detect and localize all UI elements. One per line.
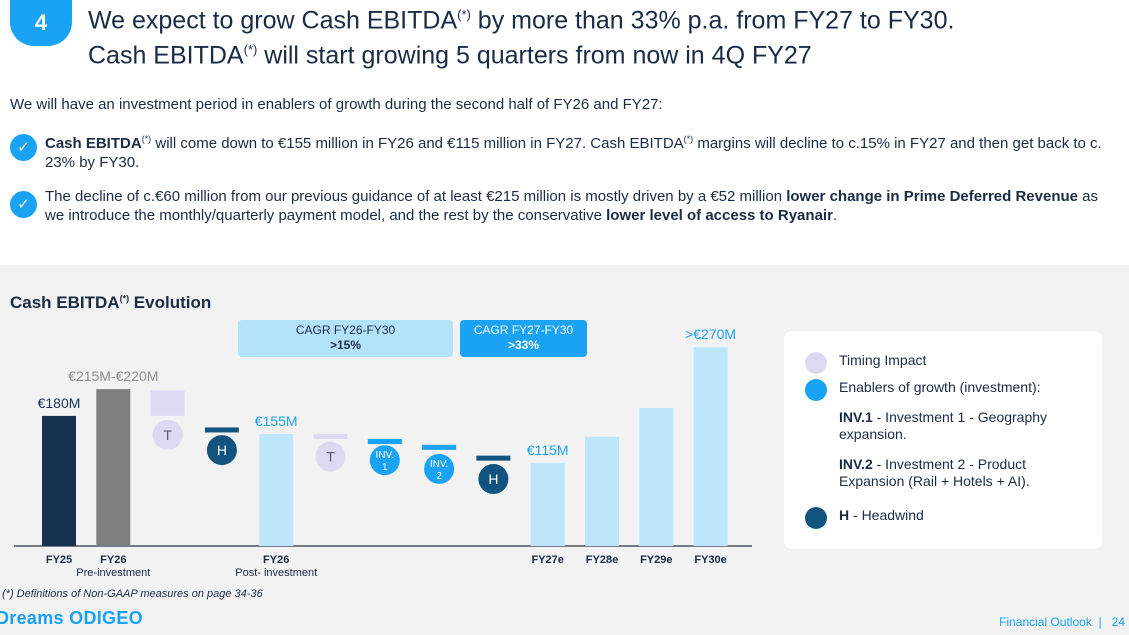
value-label-1: €215M-€220M: [68, 368, 158, 384]
footer-section: Financial Outlook | 24: [999, 615, 1125, 629]
badge-circle-5: [315, 441, 346, 472]
badge-text-7-1: 2: [436, 471, 442, 482]
bullet-2: ✓ The decline of c.€60 million from our …: [10, 187, 1115, 225]
badge-text-7-0: INV.: [430, 459, 449, 470]
cagr-fy27-fy30-box: CAGR FY27-FY30 >33%: [460, 320, 587, 357]
badge-circle-7: [424, 453, 455, 484]
bullet-1: ✓ Cash EBITDA(*) will come down to €155 …: [10, 130, 1115, 172]
badge-text-2-0: T: [163, 427, 172, 443]
bullet-1-text: Cash EBITDA(*) will come down to €155 mi…: [45, 134, 1102, 171]
badge-circle-2: [152, 419, 183, 450]
x-label-12: FY30e: [694, 554, 726, 566]
badge-text-5-0: T: [326, 449, 335, 465]
x-label-10: FY28e: [586, 554, 618, 566]
cagr-fy26-fy30-box: CAGR FY26-FY30 >15%: [238, 320, 453, 357]
section-number-badge: 4: [10, 0, 72, 46]
waterfall-chart: €180MFY25€215M-€220MFY26Pre-investmentTH…: [14, 326, 752, 579]
legend-enablers: Enablers of growth (investment):: [805, 379, 1041, 401]
value-label-12: >€270M: [685, 326, 736, 342]
x-label-1: FY26: [100, 554, 126, 566]
bar-9: [530, 462, 565, 546]
badge-circle-6: [369, 445, 400, 476]
blue-dot-icon: [805, 379, 827, 401]
x-sublabel-1: Pre-investment: [76, 567, 150, 579]
bar-7: [422, 444, 457, 450]
x-label-0: FY25: [46, 554, 72, 566]
badge-circle-8: [478, 463, 509, 494]
checkmark-icon: ✓: [10, 134, 37, 161]
chart-title: Cash EBITDA(*) Evolution: [10, 293, 212, 312]
badge-text-6-1: 1: [382, 462, 388, 473]
bar-11: [639, 407, 674, 546]
bar-2: [150, 390, 185, 416]
checkmark-icon: ✓: [10, 191, 37, 218]
badge-text-3-0: H: [217, 442, 227, 458]
badge-text-8-0: H: [488, 471, 498, 487]
x-label-9: FY27e: [531, 554, 563, 566]
page-title: We expect to grow Cash EBITDA(*) by more…: [88, 0, 954, 71]
intro-text: We will have an investment period in ena…: [10, 96, 663, 113]
bullet-2-text: The decline of c.€60 million from our pr…: [45, 188, 1099, 224]
title-line-1: We expect to grow Cash EBITDA(*) by more…: [88, 6, 955, 35]
x-label-4: FY26: [263, 554, 289, 566]
title-line-2: Cash EBITDA(*) will start growing 5 quar…: [88, 41, 812, 70]
legend-headwind: H - Headwind: [805, 507, 924, 529]
company-logo: Dreams ODIGEO: [0, 608, 143, 628]
navy-dot-icon: [805, 507, 827, 529]
bar-1: [96, 389, 131, 546]
bar-5: [313, 433, 348, 439]
bar-8: [476, 455, 511, 461]
chart-legend: Timing Impact Enablers of growth (invest…: [784, 331, 1102, 549]
value-label-9: €115M: [527, 442, 569, 458]
value-label-4: €155M: [255, 413, 298, 429]
bar-3: [204, 427, 239, 433]
x-label-11: FY29e: [640, 554, 672, 566]
footnote: (*) Definitions of Non-GAAP measures on …: [2, 588, 263, 600]
page-number: 24: [1111, 615, 1125, 629]
lavender-dot-icon: [805, 352, 827, 374]
x-sublabel-4: Post- investment: [235, 567, 317, 579]
bar-4: [259, 433, 294, 546]
bar-6: [367, 439, 402, 445]
bar-12: [693, 347, 728, 546]
value-label-0: €180M: [38, 395, 81, 411]
badge-circle-3: [206, 435, 237, 466]
legend-inv2: INV.2 - Investment 2 - Product Expansion…: [839, 456, 1030, 489]
badge-text-6-0: INV.: [376, 450, 395, 461]
bar-10: [585, 436, 619, 546]
bar-0: [42, 415, 76, 546]
legend-inv1: INV.1 - Investment 1 - Geography expansi…: [839, 409, 1048, 442]
legend-timing: Timing Impact: [805, 352, 926, 374]
